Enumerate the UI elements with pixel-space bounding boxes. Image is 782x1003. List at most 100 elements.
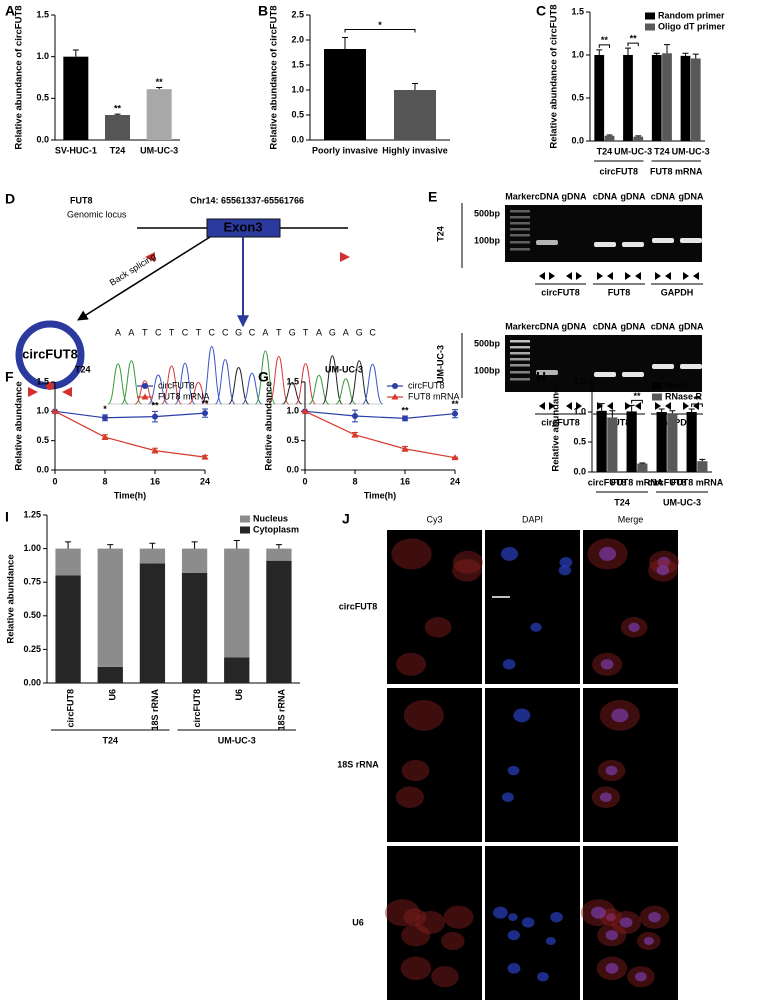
marker [151, 447, 159, 454]
size-label: 500bp [474, 338, 501, 348]
error-bar [639, 462, 646, 464]
chromatogram-peak [228, 367, 250, 405]
y-tick-label: 2.0 [291, 34, 304, 44]
y-tick-label: 0.75 [23, 577, 41, 587]
dna-band [652, 364, 674, 369]
y-tick-label: 1.5 [573, 376, 586, 386]
significance: ** [151, 401, 159, 411]
y-tick-label: 0.5 [571, 92, 584, 102]
primer [28, 387, 38, 397]
primer-arrow [549, 402, 555, 410]
legend-swatch [652, 382, 662, 390]
splice-arrow [77, 236, 211, 321]
cell-nucleus [530, 622, 542, 632]
primer-arrow [693, 272, 699, 280]
panel-letter: E [428, 189, 437, 205]
chart-title: UM-UC-3 [325, 364, 363, 374]
error-bar [682, 52, 689, 56]
bar [105, 115, 130, 140]
gel [505, 205, 702, 262]
bar-segment [266, 548, 292, 561]
error-bar [628, 404, 635, 412]
circle-label: circFUT8 [22, 346, 78, 361]
y-tick-label: 2.5 [291, 9, 304, 19]
marker [142, 383, 148, 389]
marker [51, 407, 59, 414]
cell-nucleus [502, 659, 516, 670]
micrograph [387, 688, 482, 842]
legend-label: circFUT8 [158, 380, 195, 390]
y-tick-label: 0.50 [23, 610, 41, 620]
base-letter: A [128, 327, 134, 337]
splice-label: Back splicing [108, 251, 158, 287]
panel-letter: C [536, 3, 546, 19]
primer-arrow [607, 402, 613, 410]
marker [141, 393, 149, 400]
dna-band [622, 242, 644, 247]
marker [392, 383, 398, 389]
error-bar [233, 540, 240, 549]
y-axis-label: Relative abundance of circFUT8 [549, 4, 560, 148]
y-tick-label: 0.0 [573, 466, 586, 476]
y-tick-label: 1.0 [36, 51, 49, 61]
cell-nucleus [635, 971, 647, 982]
y-axis-label: Relative abundance of circFUT8 [14, 5, 25, 149]
cell-cytoplasm [415, 910, 446, 935]
bar [623, 55, 633, 141]
panel-letter: I [5, 509, 9, 525]
significance: ** [156, 77, 164, 87]
bar [146, 89, 172, 140]
x-tick-label: T24 [110, 145, 126, 155]
error-bar [699, 458, 706, 462]
error-bar [72, 49, 79, 57]
dna-band [652, 238, 674, 243]
series-line [304, 410, 456, 419]
cell-cytoplasm [384, 899, 420, 927]
gel [505, 335, 702, 392]
bar [651, 55, 662, 141]
series-line [54, 410, 206, 458]
panel-d: D FUT8 Genomic locus Chr14: 65561337-655… [5, 191, 350, 397]
primer-arrow [625, 272, 631, 280]
x-tick-label: Highly invasive [382, 145, 448, 155]
cell-line-label: UM-UC-3 [435, 345, 445, 383]
column-label: Cy3 [426, 514, 442, 524]
base-letter: C [249, 327, 256, 337]
locus-label: Genomic locus [67, 209, 127, 219]
lane-label: cDNA [651, 191, 676, 201]
panel-letter: D [5, 191, 15, 207]
cell-cytoplasm [441, 931, 465, 951]
marker [152, 413, 158, 420]
bar [637, 463, 648, 472]
ladder-band [510, 358, 530, 361]
significance: ** [401, 405, 409, 415]
cell-cytoplasm [403, 908, 427, 926]
cell-nucleus [590, 906, 606, 919]
cell-nucleus [545, 936, 556, 946]
chromatogram-peak [321, 355, 343, 405]
gene-label: circFUT8 [541, 417, 580, 427]
base-letter: G [356, 327, 363, 337]
cell-nucleus [507, 963, 521, 974]
lane-label: gDNA [679, 191, 704, 201]
significance: ** [630, 33, 638, 43]
base-letter: T [196, 327, 202, 337]
legend-label: Mock [665, 380, 689, 390]
chromatogram-peak [201, 345, 223, 405]
y-tick-label: 0.5 [286, 435, 299, 445]
y-tick-label: 1.5 [291, 59, 304, 69]
group-label: circFUT8 [599, 166, 638, 176]
ladder-band [510, 346, 530, 349]
marker [202, 410, 208, 417]
y-tick-label: 1.0 [286, 406, 299, 416]
error-bar [191, 541, 198, 549]
y-axis-label: Relative abundance [14, 381, 25, 470]
chromatogram-peak [147, 374, 169, 405]
x-tick-label: U6 [108, 689, 118, 701]
x-axis-label: Time(h) [114, 490, 146, 500]
legend-swatch [240, 526, 250, 534]
dna-band [680, 238, 702, 243]
significance: * [378, 20, 382, 30]
primer-arrow [566, 402, 572, 410]
error-bar [624, 47, 631, 55]
